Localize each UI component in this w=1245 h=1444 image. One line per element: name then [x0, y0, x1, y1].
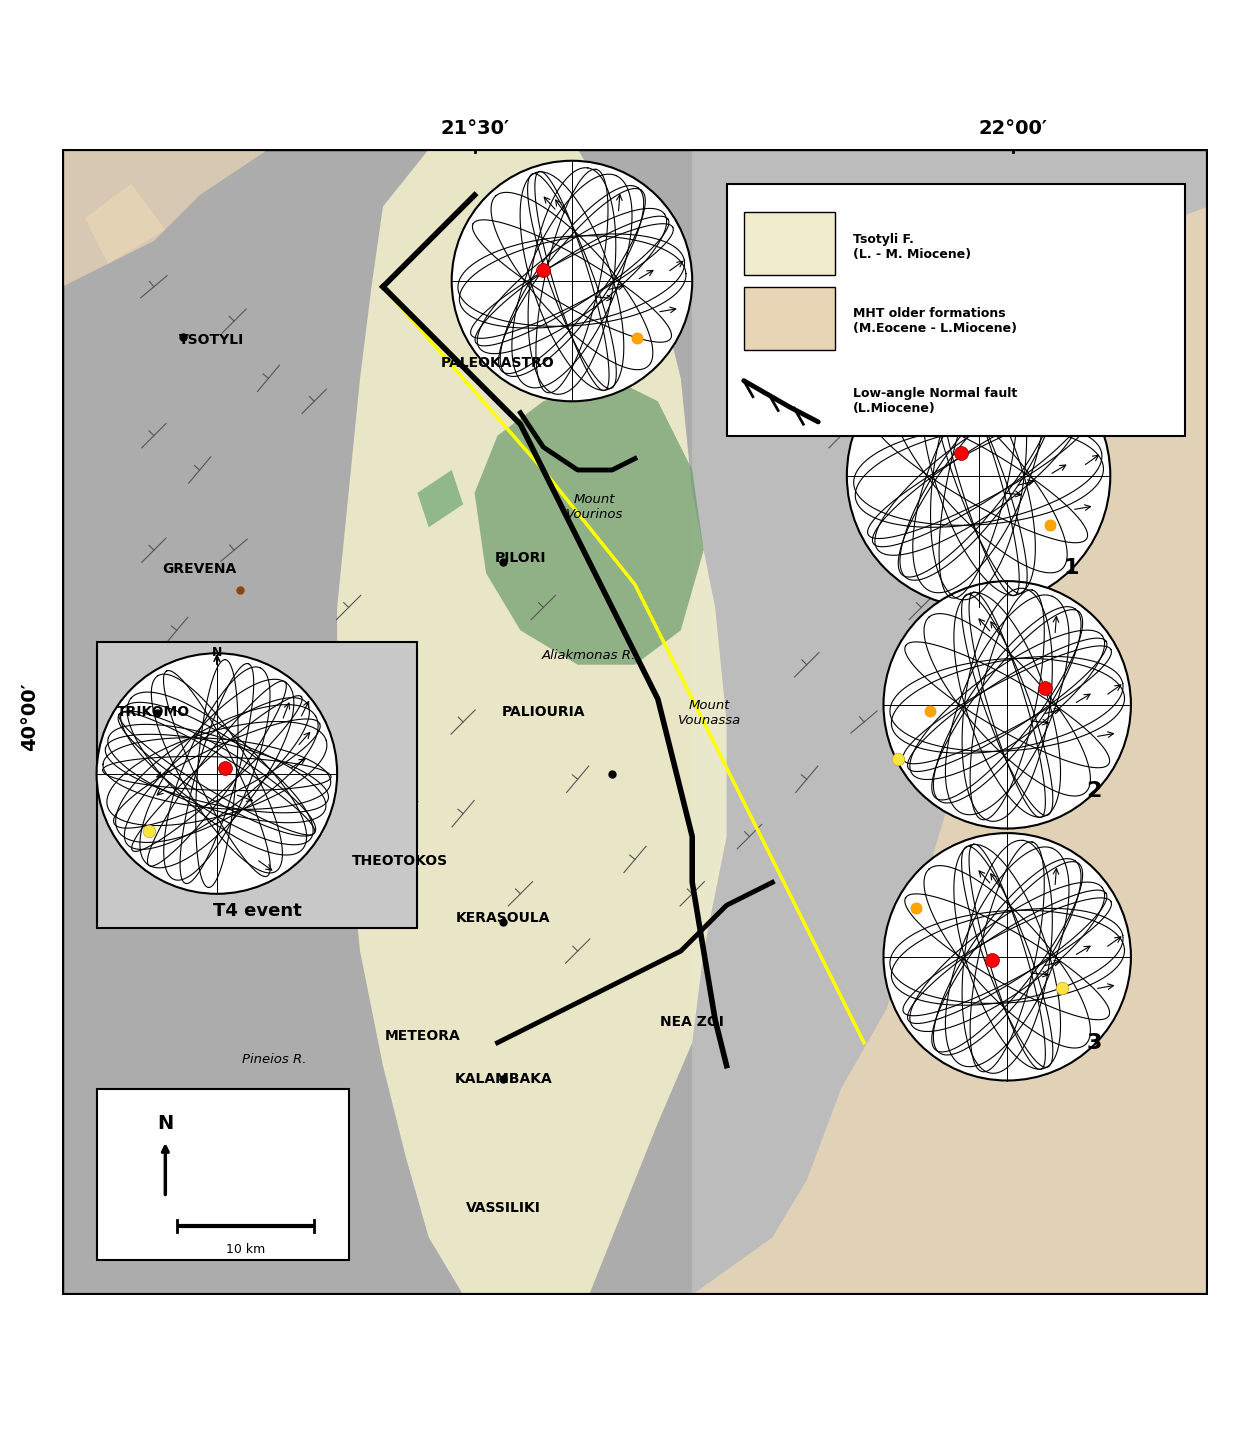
Text: TRIKOMO: TRIKOMO: [117, 705, 190, 719]
Circle shape: [884, 580, 1130, 829]
Text: 21°30′: 21°30′: [439, 118, 509, 137]
Bar: [743, 287, 835, 349]
Text: T4 event: T4 event: [213, 902, 301, 920]
Text: 1: 1: [1063, 557, 1078, 578]
Text: 22°00′: 22°00′: [979, 118, 1047, 137]
Text: Tsotyli F.
(L. - M. Miocene): Tsotyli F. (L. - M. Miocene): [853, 232, 971, 261]
Polygon shape: [692, 206, 1208, 1295]
Text: NEA ZOI: NEA ZOI: [660, 1015, 725, 1028]
Polygon shape: [62, 149, 269, 287]
Text: PALEOKASTRO: PALEOKASTRO: [441, 355, 554, 370]
Circle shape: [452, 160, 692, 401]
Text: 2: 2: [1086, 781, 1102, 801]
Text: GREVENA: GREVENA: [163, 562, 237, 576]
Text: Aliakmonas R.: Aliakmonas R.: [542, 648, 636, 661]
Bar: [727, 183, 1185, 436]
Polygon shape: [474, 378, 703, 664]
Text: MHT older formations
(M.Eocene - L.Miocene): MHT older formations (M.Eocene - L.Mioce…: [853, 308, 1017, 335]
Text: KALAMBAKA: KALAMBAKA: [454, 1071, 552, 1086]
Text: N: N: [157, 1113, 173, 1132]
Text: 40°00′: 40°00′: [20, 682, 40, 751]
Polygon shape: [692, 149, 1208, 1295]
Polygon shape: [85, 183, 166, 264]
Text: KERASOULA: KERASOULA: [456, 911, 550, 926]
Circle shape: [97, 653, 337, 894]
Text: TSOTYLI: TSOTYLI: [178, 334, 244, 347]
Text: Pineios R.: Pineios R.: [242, 1053, 306, 1066]
Text: Mount
Vourinos: Mount Vourinos: [566, 492, 624, 521]
Text: Mount
Vounassa: Mount Vounassa: [677, 699, 741, 726]
Bar: [97, 1089, 349, 1261]
Text: THEOTOKOS: THEOTOKOS: [352, 855, 448, 868]
Bar: [743, 212, 835, 276]
Circle shape: [847, 344, 1111, 608]
Text: VASSILIKI: VASSILIKI: [466, 1201, 540, 1216]
Text: PALIOURIA: PALIOURIA: [502, 705, 585, 719]
Text: PILORI: PILORI: [494, 550, 547, 565]
Polygon shape: [337, 149, 727, 1295]
Text: 10 km: 10 km: [225, 1243, 265, 1256]
Polygon shape: [417, 469, 463, 527]
Polygon shape: [62, 149, 692, 1295]
Text: Mount
Koziakas: Mount Koziakas: [251, 1167, 309, 1194]
Text: Low-angle Normal fault
(L.Miocene): Low-angle Normal fault (L.Miocene): [853, 387, 1017, 416]
Circle shape: [884, 833, 1130, 1080]
Bar: [97, 641, 417, 928]
Text: 3: 3: [1086, 1034, 1102, 1054]
Text: N: N: [212, 645, 222, 658]
Text: METEORA: METEORA: [385, 1030, 461, 1044]
